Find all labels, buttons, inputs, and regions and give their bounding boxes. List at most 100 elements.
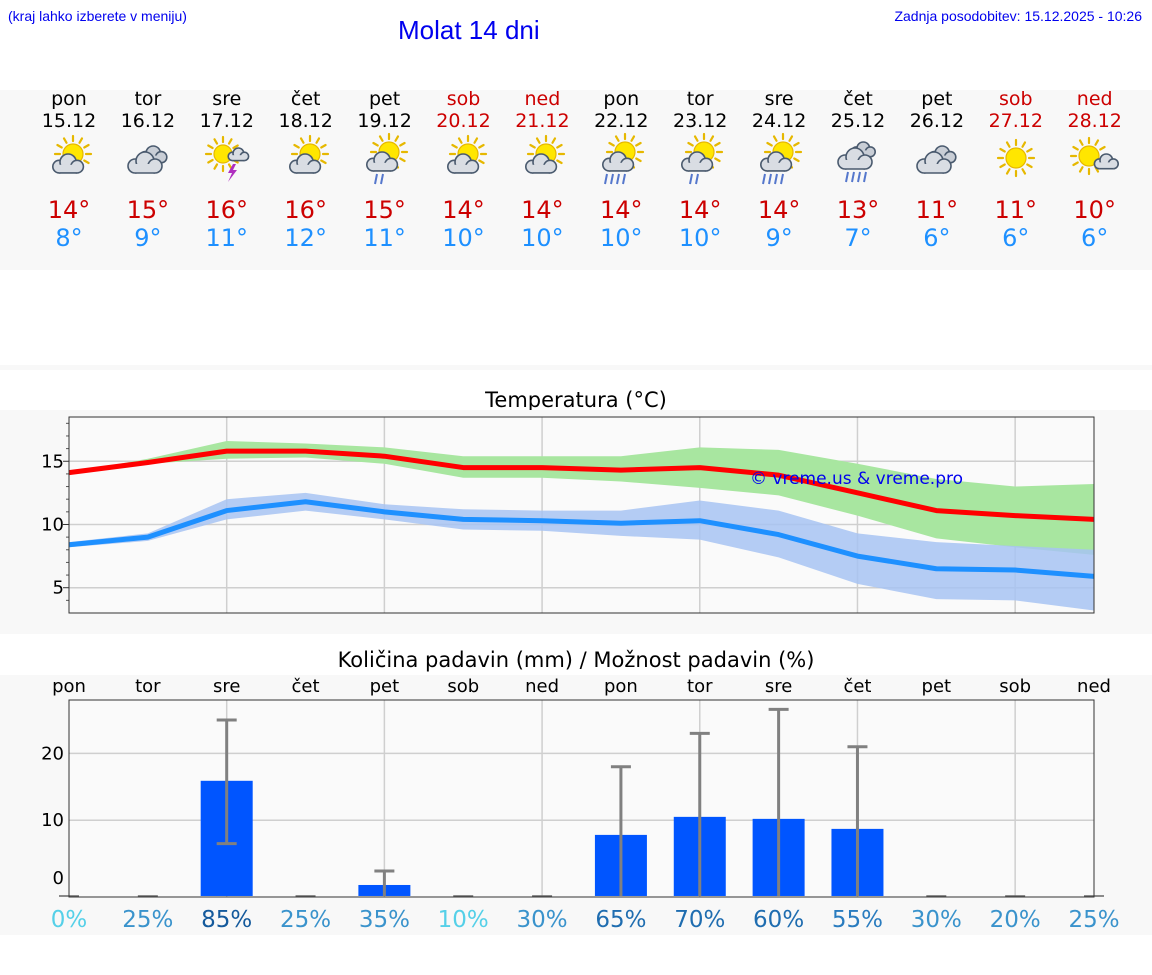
forecast-day: sre 17.12 16° 11°: [187, 88, 267, 252]
cloud-shape: [837, 147, 873, 170]
day-date: 16.12: [120, 110, 176, 132]
temp-min: 11°: [363, 224, 406, 252]
temperature-chart-title: Temperatura (°C): [485, 388, 667, 412]
forecast-strip: pon 15.12 14° 8° tor 16.12 15° 9° sre 17.12 16° 11°…: [0, 88, 1152, 268]
temp-min: 7°: [844, 224, 872, 252]
precip-probability: 20%: [990, 907, 1041, 933]
day-name: pet: [368, 88, 401, 110]
x-day-label: pon: [52, 676, 86, 697]
temp-min: 8°: [55, 224, 83, 252]
y-tick-label: 0: [53, 868, 64, 889]
x-day-label: sre: [765, 676, 792, 697]
day-date: 18.12: [278, 110, 333, 132]
x-day-label: sre: [213, 676, 240, 697]
precip-probability: 25%: [1068, 907, 1119, 933]
day-name: ned: [524, 88, 561, 110]
sun-shape: [996, 138, 1035, 178]
x-day-label: pon: [604, 676, 638, 697]
forecast-band: [0, 90, 1152, 270]
weather-icon-holder: [197, 132, 257, 192]
weather-icon-holder: [749, 132, 809, 192]
cloud-shape: [365, 151, 398, 172]
location-hint[interactable]: (kraj lahko izberete v meniju): [8, 8, 187, 24]
weather-icon-holder: [828, 132, 888, 192]
temperature-chart: 5 10 15 © vreme.us & vreme.pro: [41, 416, 1095, 614]
temp-max: 14°: [600, 196, 643, 224]
day-name: čet: [290, 88, 321, 110]
day-date: 24.12: [751, 110, 807, 132]
precip-probability: 10%: [438, 907, 489, 933]
max-temp-line: [68, 448, 1095, 522]
cloud-shape: [681, 151, 714, 172]
day-name: pon: [603, 88, 640, 110]
forecast-day: tor 16.12 15° 9°: [108, 88, 188, 252]
day-date: 26.12: [909, 110, 965, 132]
weather-icon-holder: [591, 132, 651, 192]
precip-probability: 60%: [753, 907, 804, 933]
x-day-label: ned: [525, 676, 559, 697]
day-name: čet: [843, 88, 873, 110]
day-date: 22.12: [594, 110, 649, 132]
cloud-shape: [1093, 153, 1119, 170]
temp-min: 10°: [442, 224, 485, 252]
temp-max: 14°: [521, 196, 564, 224]
weather-icon-holder: [1065, 132, 1125, 192]
weather-icon-holder: [276, 132, 336, 192]
precip-probability: 25%: [122, 907, 173, 933]
temp-max: 16°: [205, 196, 249, 224]
weather-icon-holder: [512, 132, 572, 192]
rain-shape: [845, 171, 867, 183]
precip-probability: 30%: [911, 907, 962, 933]
precip-probability: 0%: [51, 907, 88, 933]
forecast-day: čet 25.12 13° 7°: [818, 88, 898, 252]
forecast-day: tor 23.12 14° 10°: [660, 88, 740, 252]
weather-icon-holder: [434, 132, 494, 192]
day-date: 23.12: [672, 110, 728, 132]
temp-max: 11°: [994, 196, 1038, 224]
y-tick-label: 20: [41, 743, 64, 764]
y-tick-label: 5: [53, 578, 64, 599]
sun-thunderstorm-icon: [204, 135, 250, 182]
x-day-label: čet: [843, 676, 871, 697]
forecast-day: pet 26.12 11° 6°: [897, 88, 977, 252]
cloud-shape: [52, 153, 85, 174]
weather-icon-holder: [39, 132, 99, 192]
x-day-label: ned: [1077, 676, 1111, 697]
x-day-label: sob: [999, 676, 1031, 697]
temp-max: 13°: [836, 196, 880, 224]
divider: [0, 365, 1152, 370]
forecast-day: pon 22.12 14° 10°: [581, 88, 661, 252]
min-temp-band: [69, 492, 1094, 611]
cloud-shape: [446, 153, 479, 174]
x-day-label: pet: [922, 676, 952, 697]
sun-shape: [1069, 136, 1108, 176]
day-date: 27.12: [988, 110, 1043, 132]
day-name: sre: [764, 88, 794, 110]
cloud-shape: [525, 153, 558, 174]
day-name: pet: [921, 88, 953, 110]
forecast-day: sob 20.12 14° 10°: [424, 88, 504, 252]
day-name: ned: [1076, 88, 1113, 110]
temp-max: 14°: [757, 196, 801, 224]
temp-max: 11°: [915, 196, 959, 224]
day-name: tor: [686, 88, 714, 110]
cloud-rain-icon: [837, 141, 876, 183]
sun-cloud-icon: [446, 134, 487, 174]
day-name: pon: [51, 88, 87, 110]
weather-icon-holder: [907, 132, 967, 192]
cloud-shape: [288, 153, 321, 174]
cloudy-icon: [916, 145, 957, 174]
cloud-shape: [760, 151, 793, 172]
y-tick-label: 10: [41, 810, 64, 831]
forecast-day: pon 15.12 14° 8°: [29, 88, 109, 252]
temp-min: 12°: [284, 224, 327, 252]
watermark: © vreme.us & vreme.pro: [750, 469, 963, 489]
day-date: 21.12: [515, 110, 570, 132]
page-title: Molat 14 dni: [398, 15, 540, 45]
min-temp-line: [68, 499, 1095, 579]
cloud-shape: [127, 151, 163, 174]
day-date: 28.12: [1067, 110, 1122, 132]
temp-min: 10°: [678, 224, 722, 252]
weather-icon-holder: [118, 132, 178, 192]
temp-max: 10°: [1073, 196, 1116, 224]
